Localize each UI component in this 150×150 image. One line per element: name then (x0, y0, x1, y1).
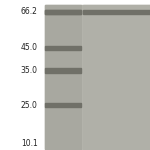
Bar (45, 68, 81, 73)
Text: 45.0: 45.0 (21, 44, 38, 52)
Bar (45, 10, 81, 14)
Bar (82, 4, 150, 148)
Bar (45, 10, 81, 14)
Text: 10.1: 10.1 (21, 140, 38, 148)
Text: 66.2: 66.2 (21, 8, 38, 16)
Text: 35.0: 35.0 (21, 66, 38, 75)
Bar (45, 46, 81, 50)
Text: 25.0: 25.0 (21, 100, 38, 109)
Bar (45, 103, 81, 107)
Bar (82, 10, 150, 14)
Bar (45, 4, 150, 148)
Bar (45, 4, 81, 148)
